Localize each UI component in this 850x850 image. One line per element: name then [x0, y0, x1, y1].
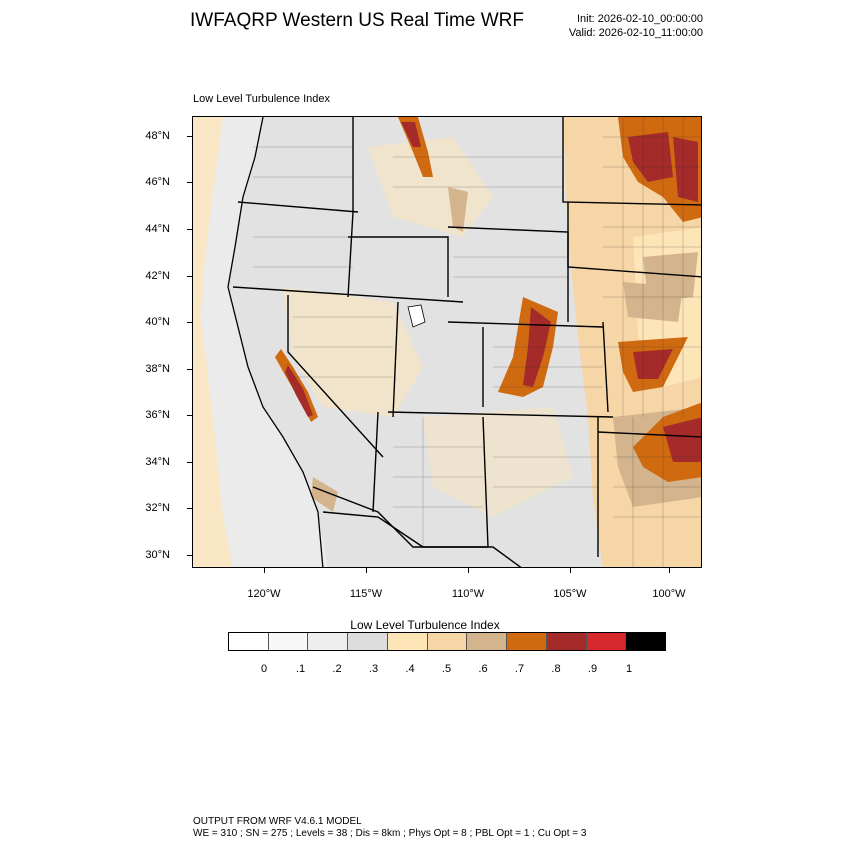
- lon-tick: [468, 568, 469, 573]
- colorbar-swatch: [586, 633, 627, 650]
- colorbar-label: .1: [295, 663, 306, 675]
- lon-tick: [669, 568, 670, 573]
- mexico-border: [322, 511, 522, 567]
- socal-brown-ridge: [311, 477, 338, 512]
- lat-label: 46°N: [145, 176, 170, 188]
- colorbar-label: .5: [441, 663, 452, 675]
- lat-label: 40°N: [145, 316, 170, 328]
- colorbar-swatch: [229, 633, 269, 650]
- dakota-dark-red-west: [628, 132, 673, 182]
- map-title: IWFAQRP Western US Real Time WRF: [190, 10, 524, 31]
- colorbar-swatch: [467, 633, 508, 650]
- coastal-tan-band: [193, 117, 233, 567]
- lat-tick: [187, 462, 192, 463]
- lat-tick: [187, 136, 192, 137]
- plot-subtitle: Low Level Turbulence Index: [193, 93, 330, 105]
- lat-tick: [187, 322, 192, 323]
- lat-label: 32°N: [145, 502, 170, 514]
- lat-label: 36°N: [145, 409, 170, 421]
- colorbar-label: .6: [478, 663, 488, 675]
- colorbar-swatch: [546, 633, 587, 650]
- coastline: [227, 117, 324, 567]
- lat-label: 42°N: [145, 270, 170, 282]
- valid-time: Valid: 2026-02-10_11:00:00: [568, 27, 703, 39]
- lat-tick: [187, 182, 192, 183]
- model-config-line: WE = 310 ; SN = 275 ; Levels = 38 ; Dis …: [193, 828, 587, 839]
- colorbar-label: .7: [514, 663, 525, 675]
- lat-tick: [187, 276, 192, 277]
- montana-red-core: [401, 122, 421, 147]
- lon-label: 110°W: [451, 588, 485, 600]
- wyoming-brown-ridge: [448, 187, 468, 232]
- oklahoma-dark-red-core: [663, 417, 701, 462]
- colorbar-swatch: [507, 633, 547, 650]
- lat-label: 48°N: [145, 130, 170, 142]
- sierra-red-core: [285, 365, 313, 417]
- colorbar-label: 0: [260, 663, 268, 675]
- lat-label: 34°N: [145, 456, 170, 468]
- lon-label: 105°W: [553, 588, 587, 600]
- colorbar-swatch: [387, 633, 428, 650]
- lat-tick: [187, 415, 192, 416]
- colorbar-swatch: [348, 633, 388, 650]
- model-info-line: OUTPUT FROM WRF V4.6.1 MODEL: [193, 816, 362, 827]
- lat-tick: [187, 508, 192, 509]
- colorbar-label: .8: [551, 663, 561, 675]
- lon-label: 100°W: [652, 588, 686, 600]
- colorbar-label: .3: [368, 663, 379, 675]
- great-salt-lake: [407, 304, 426, 328]
- lat-tick: [187, 369, 192, 370]
- lat-tick: [187, 229, 192, 230]
- colorbar: [228, 632, 666, 651]
- lat-label: 44°N: [145, 223, 170, 235]
- lat-label: 30°N: [145, 549, 170, 561]
- lat-tick: [187, 555, 192, 556]
- colorbar-label: .2: [332, 663, 342, 675]
- lon-label: 120°W: [247, 588, 281, 600]
- init-time: Init: 2026-02-10_00:00:00: [577, 13, 703, 25]
- lat-label: 38°N: [145, 363, 170, 375]
- plains-brown-patch-mid: [623, 282, 683, 322]
- colorbar-swatch: [268, 633, 309, 650]
- map-panel: [192, 116, 702, 568]
- dakota-dark-red-east: [673, 137, 698, 202]
- lon-tick: [264, 568, 265, 573]
- lon-tick: [366, 568, 367, 573]
- colorbar-title: Low Level Turbulence Index: [350, 618, 500, 632]
- colorbar-swatch: [308, 633, 349, 650]
- county-boundaries: [253, 117, 701, 567]
- lon-tick: [570, 568, 571, 573]
- colorbar-label: 1: [625, 663, 633, 675]
- colorbar-swatch: [427, 633, 468, 650]
- ocean-area: [193, 117, 328, 567]
- turbulence-map: [193, 117, 701, 567]
- southwest-light-tan: [423, 407, 573, 517]
- lon-label: 115°W: [349, 588, 383, 600]
- colorbar-swatch: [626, 633, 666, 650]
- colorbar-label: .9: [587, 663, 598, 675]
- colorbar-label: .4: [405, 663, 415, 675]
